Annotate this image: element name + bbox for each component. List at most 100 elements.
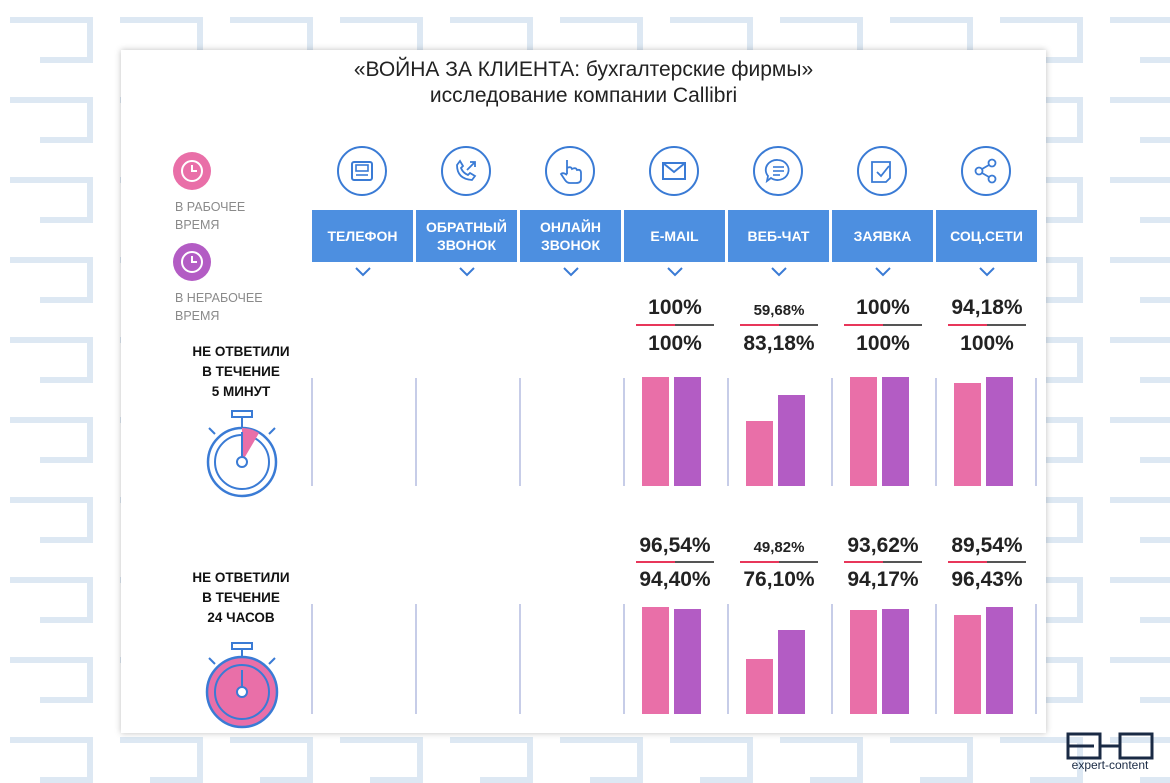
bar-offwork — [986, 377, 1013, 486]
title: «ВОЙНА ЗА КЛИЕНТА: бухгалтерские фирмы» — [353, 58, 814, 81]
column-line — [727, 378, 729, 486]
bar-work — [642, 377, 669, 486]
touch-hand-icon — [545, 146, 595, 196]
pattern-shape — [10, 337, 93, 383]
value-separator — [740, 324, 818, 326]
pattern-shape — [230, 737, 313, 783]
pattern-shape — [1000, 737, 1083, 783]
value-label-offwork: 83,18% — [743, 332, 815, 355]
pattern-shape — [670, 737, 753, 783]
section-label-line2: В ТЕЧЕНИЕ — [202, 590, 280, 605]
bar-offwork — [986, 607, 1013, 714]
bar-offwork — [674, 377, 701, 486]
chevron-down-icon — [667, 267, 683, 277]
column-line — [831, 604, 833, 714]
channel-label: ТЕЛЕФОН — [327, 228, 398, 244]
value-label-work: 100% — [648, 296, 702, 319]
pattern-shape — [10, 177, 93, 223]
pattern-shape — [560, 737, 643, 783]
bar-work — [746, 659, 773, 714]
infographic-card: «ВОЙНА ЗА КЛИЕНТА: бухгалтерские фирмы» … — [121, 50, 1046, 733]
pattern-shape — [1110, 417, 1170, 463]
column-line — [311, 604, 313, 714]
channel-header-social: СОЦ.СЕТИ — [936, 210, 1037, 262]
chat-bubble-icon — [753, 146, 803, 196]
column-line — [623, 378, 625, 486]
channel-label: ВЕБ-ЧАТ — [747, 228, 810, 244]
value-label-offwork: 100% — [648, 332, 702, 355]
channel-label-line1: ОБРАТНЫЙ — [426, 219, 507, 235]
pattern-shape — [10, 737, 93, 783]
pattern-shape — [1110, 737, 1170, 783]
column-line — [519, 604, 521, 714]
value-separator — [948, 324, 1026, 326]
value-label-work: 89,54% — [951, 534, 1023, 557]
bar-work — [954, 615, 981, 714]
legend-work-line2: ВРЕМЯ — [175, 218, 220, 232]
legend-offwork-icon — [173, 243, 211, 281]
bar-offwork — [778, 630, 805, 714]
form-check-icon — [857, 146, 907, 196]
value-separator — [948, 561, 1026, 563]
callback-phone-icon — [441, 146, 491, 196]
bar-offwork — [778, 395, 805, 486]
envelope-icon — [649, 146, 699, 196]
channel-header-email: E-MAIL — [624, 210, 725, 262]
section-label-line1: НЕ ОТВЕТИЛИ — [192, 570, 290, 585]
value-label-offwork: 100% — [856, 332, 910, 355]
pattern-shape — [1110, 497, 1170, 543]
chevron-down-icon — [355, 267, 371, 277]
bar-work — [954, 383, 981, 486]
column-line — [519, 378, 521, 486]
column-line — [935, 378, 937, 486]
channel-label-line2: ЗВОНОК — [541, 237, 600, 253]
value-label-offwork: 76,10% — [743, 568, 815, 591]
pattern-shape — [1110, 577, 1170, 623]
phone-fax-icon — [337, 146, 387, 196]
value-label-offwork: 94,17% — [847, 568, 919, 591]
value-separator — [844, 324, 922, 326]
pattern-shape — [10, 497, 93, 543]
pattern-shape — [1110, 657, 1170, 703]
expert-content-logo — [1066, 732, 1154, 760]
value-label-work: 49,82% — [753, 539, 805, 556]
bar-work — [746, 421, 773, 486]
value-label-offwork: 94,40% — [639, 568, 711, 591]
channel-header-online-call: ОНЛАЙН ЗВОНОК — [520, 210, 621, 262]
pattern-shape — [1110, 17, 1170, 63]
bar-offwork — [882, 377, 909, 486]
value-label-offwork: 100% — [960, 332, 1014, 355]
bar-work — [850, 610, 877, 714]
logo-text: expert-content — [1071, 758, 1149, 772]
column-line — [1035, 378, 1037, 486]
bar-offwork — [882, 609, 909, 714]
legend-offwork-line1: В НЕРАБОЧЕЕ — [175, 291, 263, 305]
value-separator — [844, 561, 922, 563]
pattern-shape — [450, 737, 533, 783]
chevron-down-icon — [979, 267, 995, 277]
column-line — [415, 378, 417, 486]
value-label-work: 100% — [856, 296, 910, 319]
pattern-shape — [120, 737, 203, 783]
column-line — [1035, 604, 1037, 714]
pattern-shape — [10, 657, 93, 703]
bar-offwork — [674, 609, 701, 714]
channel-header-phone: ТЕЛЕФОН — [312, 210, 413, 262]
section-label-5min: НЕ ОТВЕТИЛИ В ТЕЧЕНИЕ 5 МИНУТ — [166, 342, 316, 402]
subtitle: исследование компании Callibri — [429, 84, 738, 107]
pattern-shape — [1110, 257, 1170, 303]
pattern-shape — [1110, 97, 1170, 143]
channel-label: E-MAIL — [650, 228, 699, 244]
section-label-24h: НЕ ОТВЕТИЛИ В ТЕЧЕНИЕ 24 ЧАСОВ — [166, 568, 316, 628]
legend-offwork-line2: ВРЕМЯ — [175, 309, 220, 323]
pattern-shape — [1000, 17, 1083, 63]
value-label-offwork: 96,43% — [951, 568, 1023, 591]
value-label-work: 96,54% — [639, 534, 711, 557]
legend-work-label: В РАБОЧЕЕ ВРЕМЯ — [175, 198, 305, 234]
section-label-line2: В ТЕЧЕНИЕ — [202, 364, 280, 379]
legend-offwork-label: В НЕРАБОЧЕЕ ВРЕМЯ — [175, 289, 305, 325]
value-label-work: 59,68% — [753, 302, 805, 319]
stopwatch-5min-icon — [206, 410, 278, 498]
stopwatch-24h-icon — [205, 642, 279, 729]
bar-work — [642, 607, 669, 714]
